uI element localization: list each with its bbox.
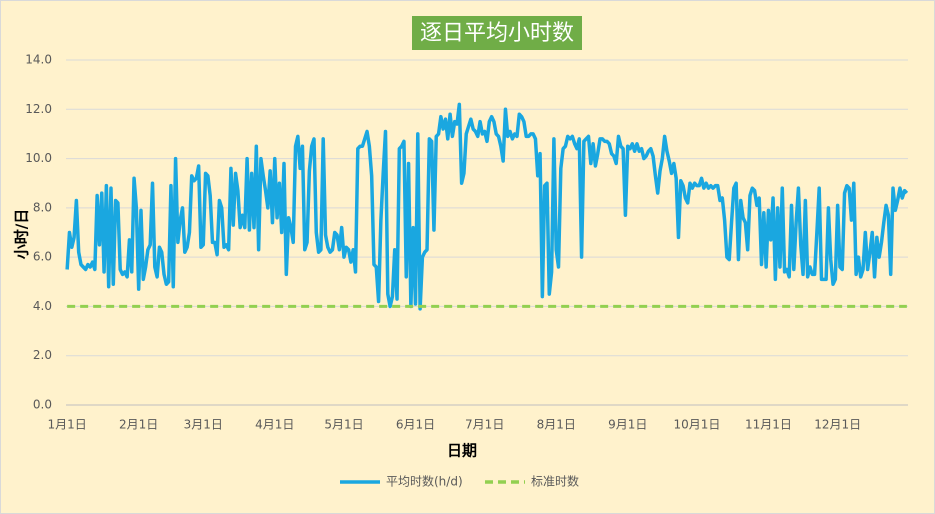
x-tick-label: 10月1日 bbox=[673, 418, 720, 432]
series-line bbox=[65, 102, 909, 311]
y-tick-label: 2.0 bbox=[33, 348, 52, 362]
y-tick-label: 14.0 bbox=[25, 53, 52, 67]
x-tick-label: 12月1日 bbox=[814, 418, 861, 432]
title-box bbox=[412, 16, 582, 50]
y-tick-label: 0.0 bbox=[33, 398, 52, 412]
x-tick-label: 11月1日 bbox=[745, 418, 792, 432]
y-axis-title: 小时/日 bbox=[13, 209, 31, 259]
x-tick-label: 7月1日 bbox=[465, 418, 504, 432]
x-tick-label: 3月1日 bbox=[184, 418, 223, 432]
chart-title: 逐日平均小时数 bbox=[420, 21, 574, 46]
y-tick-label: 8.0 bbox=[33, 200, 52, 214]
legend-label: 标准时数 bbox=[531, 474, 579, 489]
x-tick-label: 1月1日 bbox=[48, 418, 87, 432]
x-tick-label: 9月1日 bbox=[608, 418, 647, 432]
legend-label: 平均时数(h/d) bbox=[386, 474, 463, 489]
x-axis-title: 日期 bbox=[447, 442, 477, 460]
y-tick-label: 10.0 bbox=[25, 151, 52, 165]
y-tick-label: 12.0 bbox=[25, 102, 52, 116]
y-tick-label: 6.0 bbox=[33, 250, 52, 264]
y-tick-label: 4.0 bbox=[33, 299, 52, 313]
x-tick-label: 6月1日 bbox=[396, 418, 435, 432]
x-tick-label: 5月1日 bbox=[324, 418, 363, 432]
x-tick-label: 8月1日 bbox=[537, 418, 576, 432]
x-tick-label: 2月1日 bbox=[119, 418, 158, 432]
x-tick-label: 4月1日 bbox=[255, 418, 294, 432]
